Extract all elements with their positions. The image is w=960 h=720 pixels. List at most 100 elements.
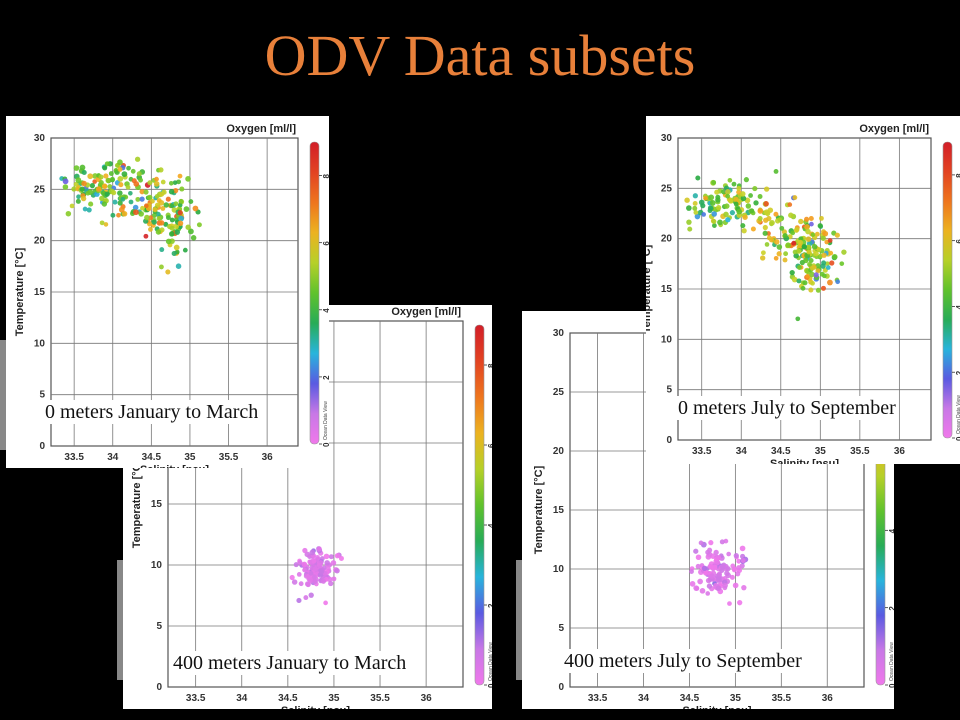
data-point <box>173 223 180 230</box>
data-point <box>791 276 798 283</box>
data-point <box>296 597 302 604</box>
data-point <box>309 549 316 556</box>
data-point <box>185 224 191 230</box>
data-point <box>133 209 139 216</box>
colorbar-tick-label: 8 <box>955 173 960 178</box>
data-point <box>139 189 145 195</box>
data-point <box>188 199 194 204</box>
data-point <box>821 252 827 258</box>
data-point <box>289 574 295 581</box>
data-point <box>307 559 313 565</box>
data-point <box>790 230 796 236</box>
colorbar-tick-label: 2 <box>322 375 329 380</box>
data-point <box>709 200 716 206</box>
data-point <box>121 171 128 178</box>
data-point <box>821 260 827 266</box>
data-point <box>757 208 764 214</box>
data-point <box>139 196 145 202</box>
data-point <box>334 568 340 574</box>
data-point <box>825 265 831 270</box>
data-point <box>312 566 319 572</box>
data-point <box>144 203 149 209</box>
data-point <box>760 250 766 256</box>
data-point <box>108 171 114 176</box>
data-point <box>128 190 133 196</box>
data-point <box>725 217 731 223</box>
data-point <box>136 171 142 177</box>
colorbar-tick-label: 6 <box>322 241 329 246</box>
data-point <box>801 244 808 250</box>
data-point <box>175 263 182 269</box>
slide-title: ODV Data subsets <box>264 23 696 88</box>
data-point <box>116 212 121 218</box>
data-point <box>71 186 77 192</box>
data-point <box>733 201 739 207</box>
data-point <box>805 236 812 242</box>
data-point <box>802 280 808 286</box>
data-point <box>174 229 181 235</box>
data-point <box>737 600 743 606</box>
data-point <box>698 540 704 546</box>
data-point <box>810 232 816 237</box>
data-point <box>769 219 775 226</box>
data-point <box>95 186 102 192</box>
data-point <box>707 547 713 553</box>
data-point <box>151 212 157 219</box>
data-point <box>776 244 783 250</box>
y-tick-label: 30 <box>661 133 673 144</box>
data-point <box>311 574 317 580</box>
data-point <box>165 238 172 245</box>
y-tick-label: 30 <box>553 328 565 339</box>
data-point <box>731 181 737 187</box>
data-point <box>831 254 838 260</box>
data-point <box>697 578 703 585</box>
data-point <box>165 196 171 202</box>
y-tick-label: 15 <box>553 505 565 516</box>
data-point <box>793 252 799 259</box>
data-point <box>722 585 728 591</box>
y-tick-label: 5 <box>558 623 564 634</box>
data-point <box>152 207 158 213</box>
data-point <box>163 202 169 208</box>
data-point <box>736 208 743 215</box>
data-point <box>736 185 742 191</box>
colorbar-tick-label: 0 <box>322 442 329 447</box>
data-point <box>161 189 167 195</box>
data-point <box>708 540 714 546</box>
edge-sliver <box>0 340 6 450</box>
data-point <box>155 229 162 235</box>
data-point <box>308 570 314 576</box>
data-point <box>711 219 717 224</box>
y-tick-label: 0 <box>156 682 162 693</box>
data-point <box>736 558 742 564</box>
data-point <box>708 194 715 201</box>
data-point <box>75 198 81 204</box>
data-point <box>763 217 769 223</box>
data-point <box>178 198 184 204</box>
data-point <box>168 188 175 195</box>
data-point <box>147 180 153 186</box>
data-point <box>701 212 706 217</box>
data-point <box>188 228 194 235</box>
data-point <box>797 243 803 249</box>
data-point <box>163 221 169 227</box>
data-point <box>334 553 341 559</box>
data-point <box>62 178 69 185</box>
data-point <box>87 173 94 180</box>
y-tick-label: 10 <box>553 564 565 575</box>
data-point <box>785 242 791 248</box>
x-tick-label: 34.5 <box>142 452 162 463</box>
data-point <box>126 165 131 171</box>
data-point <box>104 161 110 167</box>
x-tick-label: 34 <box>107 452 119 463</box>
data-point <box>301 561 308 568</box>
data-point <box>760 255 766 261</box>
y-tick-label: 25 <box>34 184 46 195</box>
data-point <box>762 230 768 236</box>
data-point <box>177 202 183 208</box>
data-point <box>732 567 737 573</box>
data-point <box>177 210 183 216</box>
data-point <box>177 173 183 179</box>
data-point <box>715 585 722 591</box>
data-point <box>757 194 763 199</box>
